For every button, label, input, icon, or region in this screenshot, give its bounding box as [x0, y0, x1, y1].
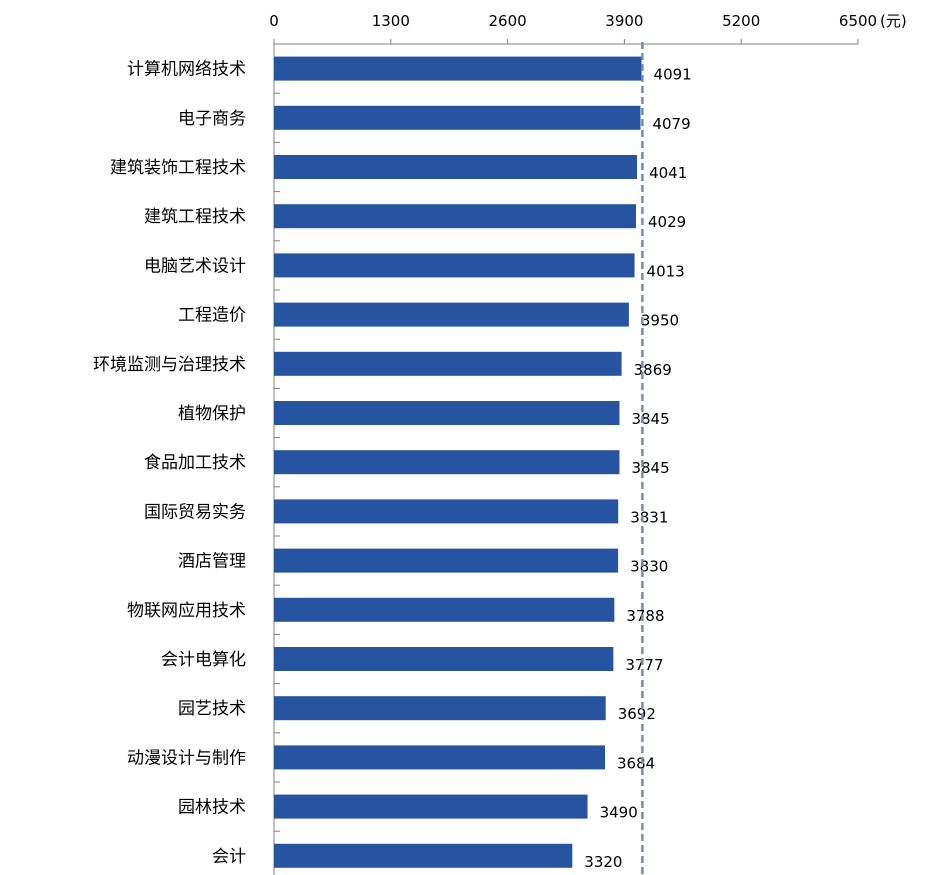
category-label: 物联网应用技术 — [127, 601, 246, 621]
category-label: 植物保护 — [178, 404, 246, 424]
data-label: 4041 — [649, 164, 687, 182]
category-label: 环境监测与治理技术 — [93, 355, 246, 375]
category-label: 计算机网络技术 — [127, 60, 246, 80]
bar — [274, 549, 618, 573]
bar — [274, 57, 642, 81]
x-tick-label: 6500 — [839, 12, 877, 30]
data-label: 3831 — [630, 508, 668, 526]
data-label: 3692 — [618, 705, 656, 723]
category-label: 食品加工技术 — [144, 453, 246, 473]
data-label: 3830 — [630, 558, 668, 576]
data-label: 3869 — [634, 361, 672, 379]
data-label: 3777 — [625, 656, 663, 674]
bars — [274, 57, 642, 868]
bar — [274, 352, 622, 376]
bar — [274, 647, 613, 671]
bar — [274, 696, 606, 720]
bar — [274, 745, 605, 769]
data-label: 3845 — [631, 459, 669, 477]
category-label: 酒店管理 — [178, 552, 246, 572]
bar — [274, 106, 640, 130]
bar — [274, 401, 619, 425]
category-label: 建筑工程技术 — [144, 207, 246, 227]
bar — [274, 155, 637, 179]
data-label: 4091 — [654, 66, 692, 84]
x-tick-label: 1300 — [372, 12, 410, 30]
data-label: 3950 — [641, 312, 679, 330]
data-label: 3490 — [600, 804, 638, 822]
category-label: 动漫设计与制作 — [127, 748, 246, 768]
data-label: 3845 — [631, 410, 669, 428]
data-label: 3320 — [584, 853, 622, 871]
bar — [274, 598, 614, 622]
category-label: 会计 — [212, 847, 246, 867]
data-label: 3684 — [617, 754, 655, 772]
x-tick-label: 5200 — [722, 12, 760, 30]
x-tick-label: 0 — [269, 12, 279, 30]
bar — [274, 795, 588, 819]
category-label: 会计电算化 — [161, 650, 246, 670]
category-label: 国际贸易实务 — [144, 502, 246, 522]
category-label: 园艺技术 — [178, 699, 246, 719]
category-label: 工程造价 — [178, 306, 246, 326]
category-label: 电子商务 — [178, 109, 246, 129]
data-label: 4029 — [648, 213, 686, 231]
bar — [274, 253, 635, 277]
data-label: 4013 — [647, 262, 685, 280]
bar — [274, 204, 636, 228]
bar — [274, 450, 619, 474]
bar — [274, 844, 572, 868]
category-label: 电脑艺术设计 — [144, 256, 246, 276]
category-label: 建筑装饰工程技术 — [110, 158, 246, 178]
category-label: 园林技术 — [178, 798, 246, 818]
data-label: 3788 — [626, 607, 664, 625]
x-axis-unit: (元) — [880, 12, 907, 30]
category-labels: 计算机网络技术电子商务建筑装饰工程技术建筑工程技术电脑艺术设计工程造价环境监测与… — [93, 60, 246, 867]
bar — [274, 499, 618, 523]
x-tick-label: 3900 — [605, 12, 643, 30]
data-label: 4079 — [652, 115, 690, 133]
bar — [274, 303, 629, 327]
x-tick-label: 2600 — [489, 12, 527, 30]
